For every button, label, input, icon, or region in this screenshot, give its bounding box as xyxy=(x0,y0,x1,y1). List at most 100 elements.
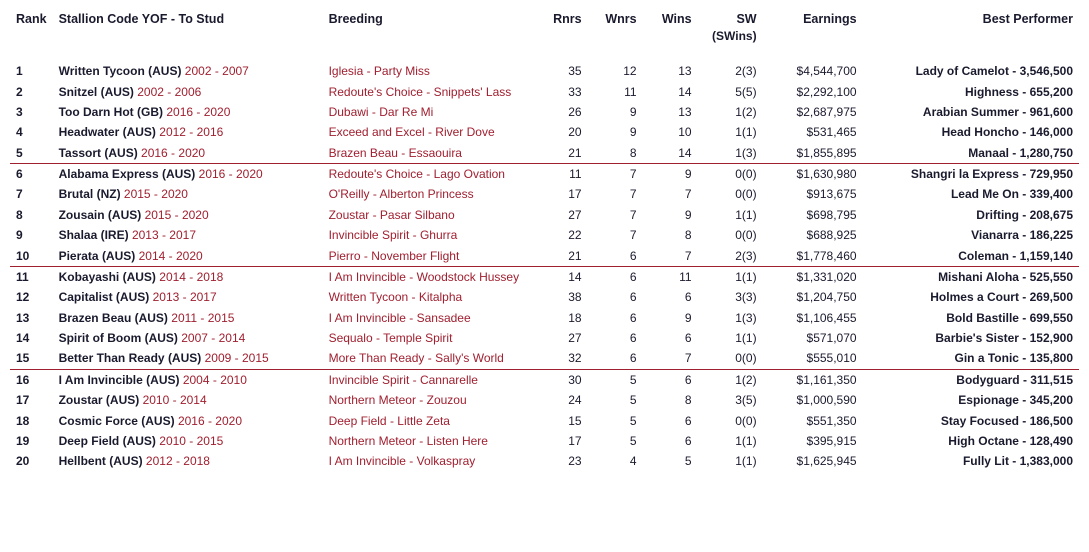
header-rnrs: Rnrs xyxy=(533,8,588,61)
cell-rank: 7 xyxy=(10,184,53,204)
cell-best: Arabian Summer - 961,600 xyxy=(863,102,1079,122)
cell-breeding: Dubawi - Dar Re Mi xyxy=(323,102,533,122)
cell-wnrs: 5 xyxy=(588,431,643,451)
cell-earnings: $1,630,980 xyxy=(763,163,863,184)
cell-rank: 11 xyxy=(10,266,53,287)
cell-wins: 9 xyxy=(643,163,698,184)
cell-stallion: Zoustar (AUS) 2010 - 2014 xyxy=(53,390,323,410)
header-row: Rank Stallion Code YOF - To Stud Breedin… xyxy=(10,8,1079,61)
cell-earnings: $688,925 xyxy=(763,225,863,245)
table-row: 16I Am Invincible (AUS) 2004 - 2010Invin… xyxy=(10,369,1079,390)
stallion-name: Deep Field (AUS) xyxy=(59,434,160,448)
cell-breeding: Pierro - November Flight xyxy=(323,245,533,266)
table-row: 20Hellbent (AUS) 2012 - 2018I Am Invinci… xyxy=(10,451,1079,471)
cell-wins: 8 xyxy=(643,390,698,410)
cell-stallion: Shalaa (IRE) 2013 - 2017 xyxy=(53,225,323,245)
cell-earnings: $1,778,460 xyxy=(763,245,863,266)
table-body: 1Written Tycoon (AUS) 2002 - 2007Iglesia… xyxy=(10,61,1079,472)
cell-rnrs: 17 xyxy=(533,184,588,204)
cell-stallion: Better Than Ready (AUS) 2009 - 2015 xyxy=(53,348,323,369)
cell-breeding: I Am Invincible - Volkaspray xyxy=(323,451,533,471)
cell-earnings: $571,070 xyxy=(763,328,863,348)
cell-best: Stay Focused - 186,500 xyxy=(863,410,1079,430)
cell-rnrs: 26 xyxy=(533,102,588,122)
cell-rank: 19 xyxy=(10,431,53,451)
stallion-years: 2002 - 2007 xyxy=(185,64,249,78)
cell-wins: 7 xyxy=(643,348,698,369)
cell-wnrs: 9 xyxy=(588,122,643,142)
cell-best: Head Honcho - 146,000 xyxy=(863,122,1079,142)
cell-breeding: More Than Ready - Sally's World xyxy=(323,348,533,369)
cell-rnrs: 11 xyxy=(533,163,588,184)
cell-wins: 7 xyxy=(643,245,698,266)
cell-sw: 2(3) xyxy=(698,61,763,81)
cell-best: Shangri la Express - 729,950 xyxy=(863,163,1079,184)
cell-best: Holmes a Court - 269,500 xyxy=(863,287,1079,307)
cell-rank: 14 xyxy=(10,328,53,348)
table-row: 19Deep Field (AUS) 2010 - 2015Northern M… xyxy=(10,431,1079,451)
table-row: 13Brazen Beau (AUS) 2011 - 2015I Am Invi… xyxy=(10,308,1079,328)
header-wins: Wins xyxy=(643,8,698,61)
cell-stallion: Hellbent (AUS) 2012 - 2018 xyxy=(53,451,323,471)
stallion-years: 2014 - 2018 xyxy=(159,270,223,284)
cell-rank: 6 xyxy=(10,163,53,184)
cell-best: Bodyguard - 311,515 xyxy=(863,369,1079,390)
cell-breeding: O'Reilly - Alberton Princess xyxy=(323,184,533,204)
cell-wnrs: 5 xyxy=(588,369,643,390)
cell-breeding: I Am Invincible - Woodstock Hussey xyxy=(323,266,533,287)
stallion-years: 2015 - 2020 xyxy=(145,208,209,222)
cell-stallion: Deep Field (AUS) 2010 - 2015 xyxy=(53,431,323,451)
stallion-name: Hellbent (AUS) xyxy=(59,454,146,468)
table-row: 4Headwater (AUS) 2012 - 2016Exceed and E… xyxy=(10,122,1079,142)
header-sw-sub: (SWins) xyxy=(704,26,757,43)
stallion-years: 2013 - 2017 xyxy=(153,290,217,304)
stallion-years: 2009 - 2015 xyxy=(205,351,269,365)
cell-wins: 9 xyxy=(643,308,698,328)
stallion-years: 2016 - 2020 xyxy=(199,167,263,181)
cell-stallion: Snitzel (AUS) 2002 - 2006 xyxy=(53,81,323,101)
cell-rnrs: 20 xyxy=(533,122,588,142)
stallion-name: Kobayashi (AUS) xyxy=(59,270,160,284)
cell-sw: 1(1) xyxy=(698,205,763,225)
cell-wnrs: 4 xyxy=(588,451,643,471)
cell-wins: 14 xyxy=(643,143,698,164)
cell-best: Espionage - 345,200 xyxy=(863,390,1079,410)
table-row: 18Cosmic Force (AUS) 2016 - 2020Deep Fie… xyxy=(10,410,1079,430)
stallion-years: 2007 - 2014 xyxy=(181,331,245,345)
stallion-years: 2016 - 2020 xyxy=(166,105,230,119)
cell-wins: 9 xyxy=(643,205,698,225)
cell-wnrs: 6 xyxy=(588,287,643,307)
table-row: 5Tassort (AUS) 2016 - 2020Brazen Beau - … xyxy=(10,143,1079,164)
cell-sw: 1(1) xyxy=(698,122,763,142)
cell-breeding: Sequalo - Temple Spirit xyxy=(323,328,533,348)
cell-wins: 6 xyxy=(643,287,698,307)
cell-earnings: $2,292,100 xyxy=(763,81,863,101)
cell-stallion: Written Tycoon (AUS) 2002 - 2007 xyxy=(53,61,323,81)
cell-rnrs: 21 xyxy=(533,143,588,164)
cell-breeding: Northern Meteor - Listen Here xyxy=(323,431,533,451)
cell-breeding: Redoute's Choice - Lago Ovation xyxy=(323,163,533,184)
cell-wins: 6 xyxy=(643,431,698,451)
cell-earnings: $1,204,750 xyxy=(763,287,863,307)
stallion-name: I Am Invincible (AUS) xyxy=(59,373,183,387)
cell-best: Mishani Aloha - 525,550 xyxy=(863,266,1079,287)
stallion-years: 2010 - 2015 xyxy=(159,434,223,448)
cell-earnings: $1,106,455 xyxy=(763,308,863,328)
cell-earnings: $1,625,945 xyxy=(763,451,863,471)
stallion-name: Zousain (AUS) xyxy=(59,208,145,222)
header-earnings: Earnings xyxy=(763,8,863,61)
table-row: 6Alabama Express (AUS) 2016 - 2020Redout… xyxy=(10,163,1079,184)
cell-wnrs: 7 xyxy=(588,225,643,245)
cell-sw: 0(0) xyxy=(698,348,763,369)
cell-earnings: $1,331,020 xyxy=(763,266,863,287)
cell-wins: 13 xyxy=(643,102,698,122)
header-rank: Rank xyxy=(10,8,53,61)
cell-breeding: Zoustar - Pasar Silbano xyxy=(323,205,533,225)
table-row: 1Written Tycoon (AUS) 2002 - 2007Iglesia… xyxy=(10,61,1079,81)
stallion-years: 2004 - 2010 xyxy=(183,373,247,387)
cell-wins: 6 xyxy=(643,369,698,390)
cell-wins: 6 xyxy=(643,410,698,430)
cell-earnings: $1,161,350 xyxy=(763,369,863,390)
stallion-years: 2002 - 2006 xyxy=(137,85,201,99)
cell-stallion: Kobayashi (AUS) 2014 - 2018 xyxy=(53,266,323,287)
